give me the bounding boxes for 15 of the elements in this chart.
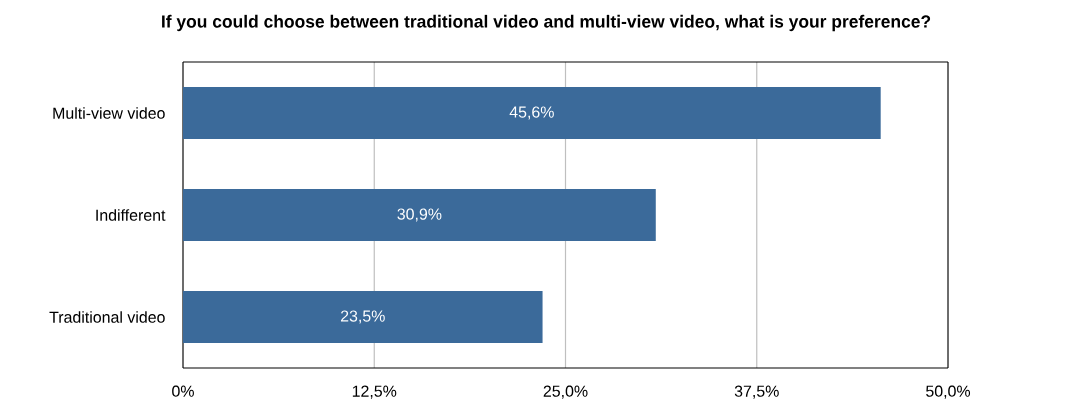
y-tick-label: Indifferent bbox=[96, 209, 166, 221]
data-label: 45,6% bbox=[509, 106, 554, 120]
bar bbox=[183, 189, 656, 241]
y-tick-label: Traditional video bbox=[49, 311, 165, 323]
bar bbox=[183, 87, 881, 139]
data-label: 30,9% bbox=[397, 208, 442, 222]
x-tick-label: 0% bbox=[172, 385, 194, 397]
x-tick-label: 50,0% bbox=[926, 385, 971, 399]
x-tick-label: 25,0% bbox=[543, 385, 588, 399]
chart-title: If you could choose between traditional video and multi-view video, what is your preference? bbox=[162, 14, 931, 32]
x-tick-label: 12,5% bbox=[352, 385, 397, 399]
y-tick-label: Multi-view video bbox=[53, 107, 165, 119]
data-label: 23,5% bbox=[340, 310, 385, 324]
bar bbox=[183, 291, 543, 343]
x-tick-label: 37,5% bbox=[734, 385, 779, 399]
